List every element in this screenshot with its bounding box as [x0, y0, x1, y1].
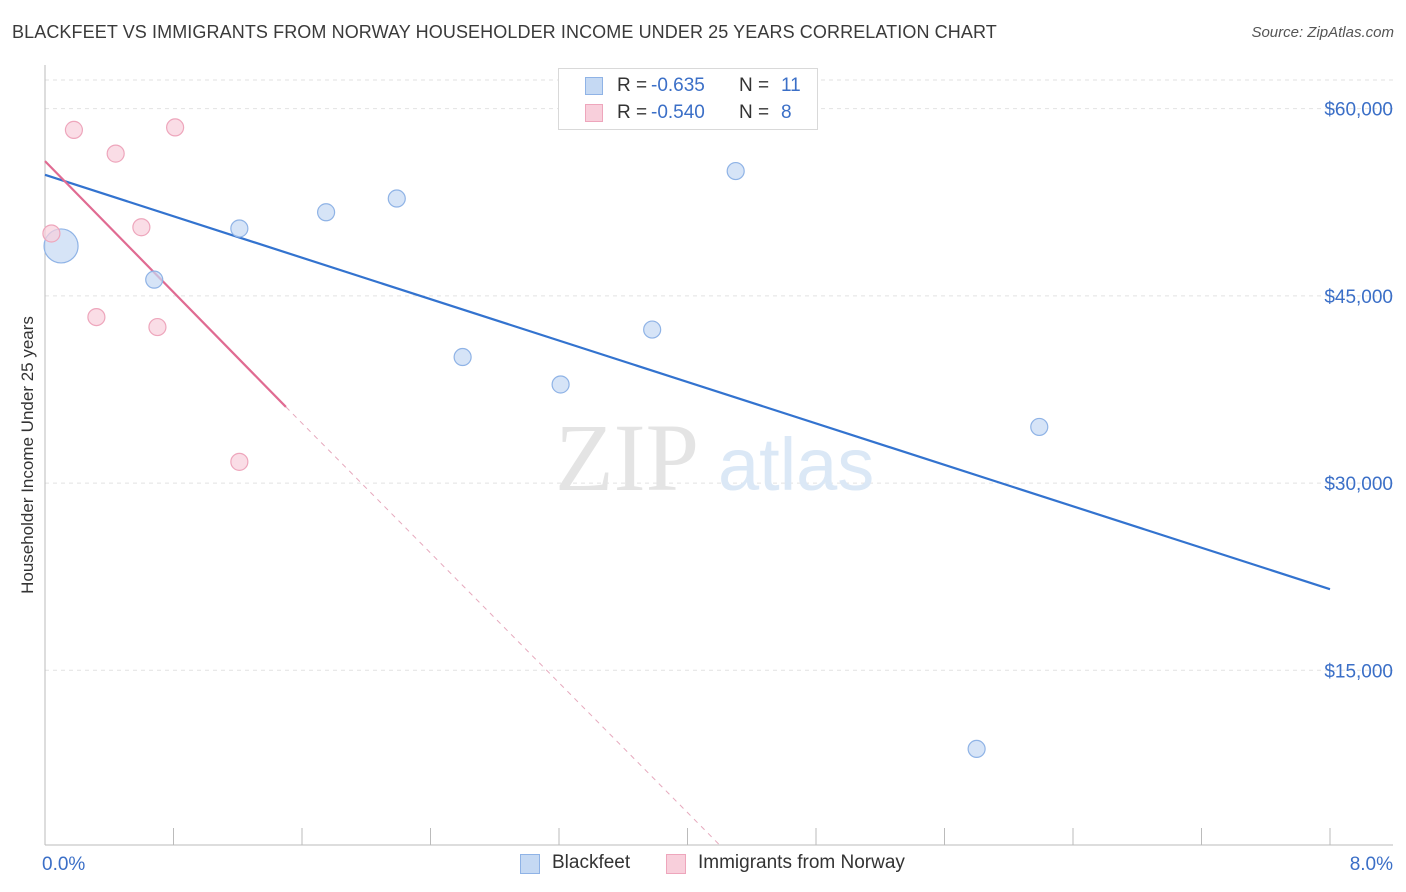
axes [44, 65, 1393, 846]
blackfeet-point [967, 739, 986, 759]
stats-row-blackfeet: R = -0.635 N = 11 [559, 75, 817, 99]
norway-point [230, 452, 249, 471]
blackfeet-trend-line [44, 173, 1331, 591]
r-label: R = [617, 75, 648, 96]
legend-label: Blackfeet [552, 852, 631, 873]
norway-swatch [666, 854, 686, 874]
stats-legend: R = -0.635 N = 11 R = -0.540 N = 8 [558, 68, 818, 130]
blackfeet-point [643, 320, 662, 339]
grid-lines [45, 79, 1393, 671]
n-label: N = [739, 75, 770, 96]
blackfeet-point [387, 189, 406, 208]
blackfeet-point [316, 203, 336, 222]
blackfeet-point [145, 270, 164, 289]
n-label: N = [739, 102, 770, 123]
watermark: ZIP atlas [555, 404, 874, 511]
r-value: -0.635 [651, 75, 705, 96]
stats-row-norway: R = -0.540 N = 8 [559, 102, 817, 126]
norway-point [64, 120, 84, 139]
source-note: Source: ZipAtlas.com [1251, 24, 1394, 41]
legend-label: Immigrants from Norway [698, 852, 905, 873]
blackfeet-point [1030, 417, 1049, 437]
n-value: 8 [781, 102, 792, 123]
y-tick-labels: $15,000 $30,000 $45,000 $60,000 [1324, 100, 1393, 683]
y-tick-label: $45,000 [1324, 287, 1393, 308]
norway-trend-line [44, 160, 287, 408]
blackfeet-swatch [520, 854, 540, 874]
blackfeet-swatch [585, 77, 603, 95]
x-tick-labels: 0.0% 8.0% [42, 854, 1393, 875]
y-tick-label: $15,000 [1324, 661, 1393, 682]
y-axis-label: Householder Income Under 25 years [18, 316, 37, 594]
trend-lines [44, 160, 1331, 846]
data-points [42, 118, 1049, 759]
norway-point [87, 307, 106, 327]
norway-point [166, 118, 185, 137]
x-tick-label: 8.0% [1350, 854, 1393, 875]
blackfeet-point [551, 375, 570, 394]
norway-point [106, 144, 125, 163]
norway-point [132, 218, 151, 237]
watermark-zip: ZIP [555, 404, 699, 511]
r-value: -0.540 [651, 102, 705, 123]
chart-title: BLACKFEET VS IMMIGRANTS FROM NORWAY HOUS… [12, 22, 997, 42]
norway-point [42, 224, 61, 243]
watermark-atlas: atlas [718, 423, 874, 506]
r-label: R = [617, 102, 648, 123]
n-value: 11 [781, 75, 801, 96]
y-tick-label: $30,000 [1324, 474, 1393, 495]
norway-trend-extension [285, 406, 720, 846]
series-legend: Blackfeet Immigrants from Norway [0, 852, 1406, 878]
blackfeet-point [230, 219, 249, 238]
norway-point [148, 317, 167, 337]
blackfeet-point [453, 347, 472, 367]
norway-swatch [585, 104, 603, 122]
x-tick-label: 0.0% [42, 854, 85, 875]
y-tick-label: $60,000 [1324, 100, 1393, 121]
blackfeet-point [726, 161, 745, 181]
